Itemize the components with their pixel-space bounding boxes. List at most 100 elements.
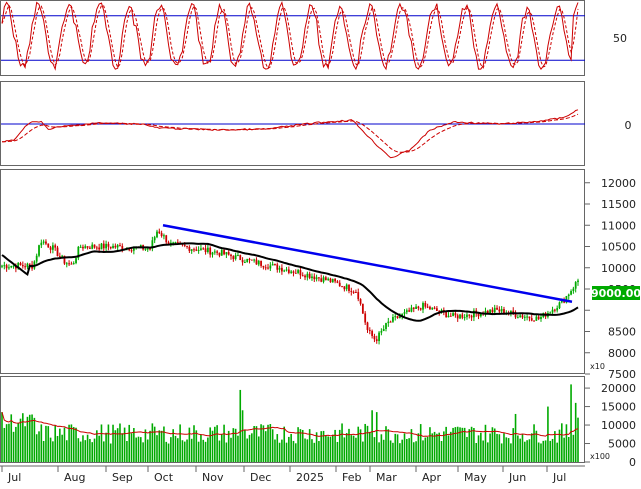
candle-body <box>553 309 556 311</box>
candle-body <box>331 279 334 283</box>
volume-bar <box>440 440 443 462</box>
volume-bar <box>505 437 508 462</box>
volume-bar <box>556 442 558 462</box>
candle-body <box>218 252 221 256</box>
candle-body <box>574 282 577 289</box>
volume-bar <box>294 443 297 462</box>
volume-bar <box>35 434 38 462</box>
stoch-tick-label: 50 <box>613 32 627 45</box>
candle-body <box>248 258 251 260</box>
volume-bar <box>364 423 366 462</box>
candle-body <box>156 231 158 238</box>
candle-body <box>378 332 380 342</box>
volume-bar <box>267 424 269 462</box>
candle-body <box>84 246 87 249</box>
volume-bar <box>331 434 334 462</box>
candle-body <box>225 252 228 255</box>
price-tick-label: 7500 <box>608 368 636 381</box>
volume-bar <box>466 436 468 462</box>
volume-bar <box>165 441 168 462</box>
candle-body <box>394 316 397 318</box>
volume-bar <box>276 434 279 462</box>
volume-bar <box>355 437 357 462</box>
candle-body <box>355 291 357 293</box>
volume-bar <box>308 429 311 462</box>
candle-body <box>167 242 170 245</box>
candle-body <box>528 316 531 319</box>
candle-body <box>213 251 216 253</box>
volume-bar <box>105 432 107 462</box>
candle-body <box>220 250 223 256</box>
volume-bar <box>311 439 313 462</box>
volume-bar <box>493 428 496 462</box>
candle-body <box>107 243 110 247</box>
candle-body <box>153 237 156 241</box>
candle-body <box>5 265 8 269</box>
price-tick-label: 11000 <box>601 219 636 232</box>
volume-tick-labels: 20000 15000 10000 5000 0 <box>585 382 636 469</box>
volume-bar <box>281 439 283 462</box>
month-label: Jul <box>7 471 21 484</box>
volume-bar <box>109 443 112 462</box>
volume-bar <box>433 431 436 462</box>
volume-bar <box>93 438 96 462</box>
candle-body <box>549 312 552 314</box>
candle-body <box>283 270 286 272</box>
candle-body <box>243 262 246 264</box>
volume-bar <box>549 440 552 462</box>
volume-bar <box>181 440 184 462</box>
volume-bar <box>563 437 565 462</box>
volume-bar <box>348 428 350 462</box>
candle-body <box>535 316 538 321</box>
volume-bar <box>260 424 262 462</box>
volume-bar <box>42 441 45 462</box>
volume-bar <box>415 441 417 462</box>
volume-bar <box>100 424 103 462</box>
candle-body <box>468 314 471 316</box>
candle-body <box>139 245 142 248</box>
volume-bar <box>540 443 542 462</box>
volume-bar <box>91 442 94 462</box>
candle-body <box>100 243 103 250</box>
candle-body <box>274 264 276 266</box>
month-label: Jun <box>508 471 526 484</box>
candle-body <box>109 246 112 249</box>
candle-body <box>204 248 207 253</box>
volume-bar <box>253 425 255 462</box>
candle-body <box>463 317 466 319</box>
volume-bar <box>375 412 378 462</box>
candle-body <box>285 269 288 271</box>
month-axis: Jul Aug Sep Oct Nov Dec 2025 Feb Mar Apr May Jun Jul <box>1 466 566 484</box>
volume-bar <box>438 432 441 462</box>
volume-bar <box>422 440 424 462</box>
volume-bar <box>214 426 216 462</box>
volume-bar <box>123 427 126 462</box>
candle-body <box>345 284 348 290</box>
candle-body <box>493 307 496 313</box>
volume-bar <box>424 437 427 462</box>
month-label: Feb <box>342 471 361 484</box>
volume-bar <box>31 414 33 462</box>
volume-bar <box>387 429 390 462</box>
volume-bar <box>102 441 105 462</box>
volume-bar <box>89 438 91 462</box>
volume-bar <box>385 426 387 462</box>
volume-bar <box>327 436 329 462</box>
candle-body <box>93 244 96 248</box>
candle-body <box>86 246 89 248</box>
candle-body <box>336 281 339 283</box>
volume-bar <box>186 439 188 462</box>
candle-body <box>449 315 452 317</box>
moving-average-line <box>1 242 579 322</box>
volume-bar <box>167 443 170 462</box>
candle-body <box>193 249 195 251</box>
volume-bar <box>461 427 464 462</box>
candle-body <box>516 317 519 319</box>
candle-body <box>112 245 114 249</box>
volume-bar <box>313 442 316 462</box>
volume-bar <box>223 424 225 462</box>
candle-body <box>28 263 31 265</box>
candle-body <box>151 240 154 249</box>
volume-bar <box>126 440 128 462</box>
